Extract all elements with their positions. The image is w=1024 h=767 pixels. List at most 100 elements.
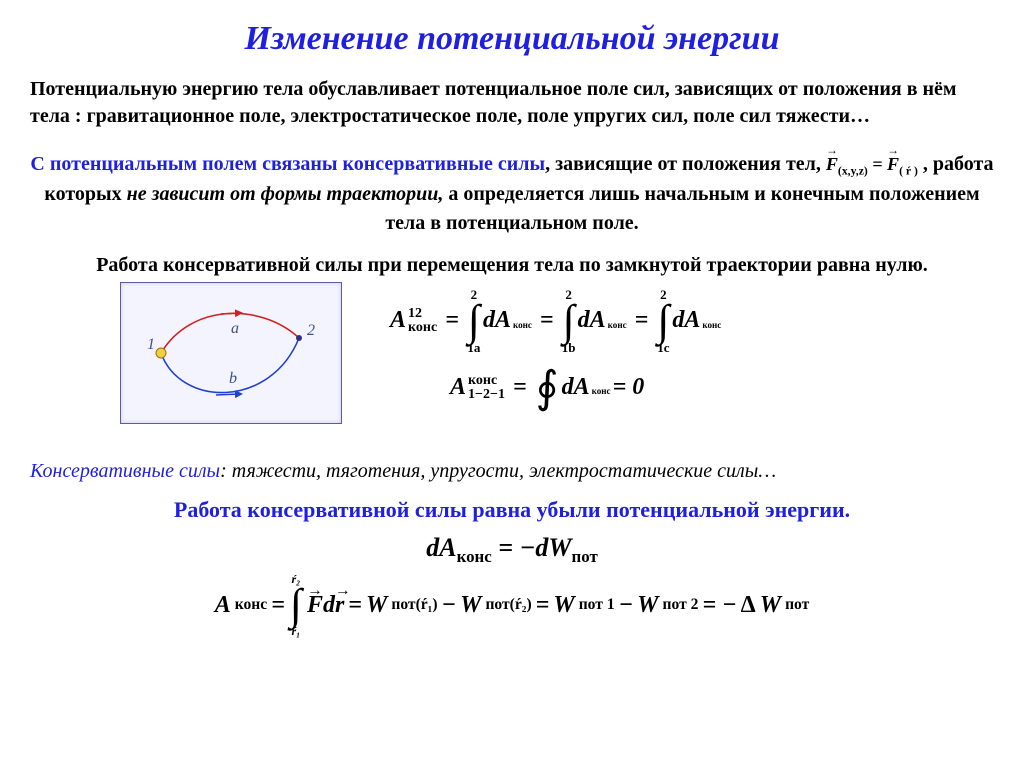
oint-dA-sub: конс — [592, 379, 611, 396]
W-delta-sub: пот — [785, 596, 809, 614]
delta: Δ — [741, 592, 756, 619]
para2-seg2: , зависящие от положения тел, — [545, 153, 826, 175]
slide: Изменение потенциальной энергии Потенциа… — [0, 0, 1024, 767]
sub-kons-12: конс — [408, 321, 437, 335]
eq-sign-4: = — [513, 374, 527, 401]
dA-1c-sub: конс — [702, 313, 721, 330]
sub-r: ( ŕ ) — [899, 164, 918, 177]
page-title: Изменение потенциальной энергии — [30, 20, 994, 58]
vec-F1: F — [826, 151, 838, 177]
int-1a-sym: ∫ — [467, 301, 481, 341]
W-1-sub: пот 1 — [579, 596, 615, 614]
path-b-arrow — [216, 394, 239, 395]
int-1a: 2 ∫ 1a — [467, 288, 481, 354]
work-equals-pe-loss: Работа консервативной силы равна убыли п… — [30, 497, 994, 523]
int-1c-bounds: 2 ∫ 1c — [656, 288, 670, 354]
W-delta: W — [760, 592, 781, 619]
eq-differential: dAконс = −dWпот — [30, 533, 994, 567]
int-final-low: ŕ₁ — [289, 625, 303, 637]
dA-1a-sub: конс — [513, 313, 532, 330]
W-r1: W — [366, 592, 387, 619]
A-loop-121: 1−2−1 — [468, 388, 505, 402]
int-1c-sym: ∫ — [656, 301, 670, 341]
int-final: ŕ₂ ∫ ŕ₁ — [289, 573, 303, 637]
label-2: 2 — [307, 322, 315, 339]
integral-equations: A 12 конс = 2 ∫ 1a dAконс = — [390, 282, 1020, 407]
figure-equation-row: 1 2 a b A 12 конс = 2 ∫ 1a — [30, 282, 994, 452]
dA-sub: конс — [457, 547, 492, 566]
dA-1a: dA — [483, 307, 511, 334]
eq-final-eq4: = − — [702, 592, 736, 619]
int-1c-lower: 1c — [656, 341, 670, 354]
point-2 — [296, 335, 302, 341]
eq-closed-loop: A конс 1−2−1 = ∮ dAконс = 0 — [450, 368, 1020, 408]
formula-F-xyz: F(x,y,z) = F( ŕ ) — [826, 154, 918, 174]
A-12-subscripts: 12 конс — [408, 307, 437, 335]
int-1a-bounds: 2 ∫ 1a — [467, 288, 481, 354]
dW: dW — [535, 533, 571, 562]
dA-1b-sub: конс — [608, 313, 627, 330]
para2-seg4: не зависит от формы траектории, — [127, 183, 444, 205]
eq-final-eq1: = — [271, 592, 285, 619]
A-12: A — [390, 307, 406, 334]
vec-F2: F — [887, 151, 899, 177]
oint-sym: ∮ — [535, 368, 560, 408]
int-1c: 2 ∫ 1c — [656, 288, 670, 354]
A-loop-kons: конс — [468, 374, 505, 388]
forces-rest: : тяжести, тяготения, упругости, электро… — [220, 460, 776, 482]
eq-sign-1: = — [445, 307, 459, 334]
closed-loop-statement: Работа консервативной силы при перемещен… — [30, 252, 994, 278]
eq-diff-eq: = − — [492, 533, 536, 562]
label-1: 1 — [147, 336, 155, 353]
conservative-forces-paragraph: С потенциальным полем связаны консервати… — [30, 150, 994, 238]
A-loop: A — [450, 374, 466, 401]
sup-12: 12 — [408, 307, 437, 321]
A-loop-subs: конс 1−2−1 — [468, 374, 505, 402]
W-r2: W — [460, 592, 481, 619]
label-a: a — [231, 320, 239, 337]
dA-1b: dA — [578, 307, 606, 334]
int-1b-bounds: 2 ∫ 1b — [562, 288, 576, 354]
para2-blue-lead: С потенциальным полем связаны консервати… — [30, 153, 545, 175]
forces-lead: Консервативные силы — [30, 460, 220, 482]
eq-final-eq3: = — [536, 592, 550, 619]
minus-2: − — [619, 592, 634, 619]
minus-1: − — [442, 592, 457, 619]
intro-paragraph: Потенциальную энергию тела обуславливает… — [30, 76, 994, 130]
int-final-sym: ∫ — [289, 585, 303, 625]
W-2: W — [637, 592, 658, 619]
W-1: W — [553, 592, 574, 619]
eq-final-work: Aконс = ŕ₂ ∫ ŕ₁ Fdr = Wпот(ŕ₁) − Wпот… — [30, 573, 994, 637]
eq-sign-2: = — [540, 307, 554, 334]
A-final-sub: конс — [235, 596, 267, 614]
oint-rhs: = 0 — [613, 374, 645, 401]
oint-dA: dA — [562, 374, 590, 401]
para2-seg5: а определяется лишь начальным и конечным… — [385, 183, 979, 234]
W-r2-sub: пот(ŕ₂) — [485, 596, 531, 614]
integrand: Fdr — [307, 592, 344, 619]
path-a — [161, 314, 299, 354]
int-1b-lower: 1b — [562, 341, 576, 354]
A-final: A — [215, 592, 231, 619]
vec-r-final: r — [335, 592, 344, 619]
W-2-sub: пот 2 — [663, 596, 699, 614]
int-1b: 2 ∫ 1b — [562, 288, 576, 354]
path-a-arrow — [221, 313, 239, 314]
point-1 — [156, 348, 166, 358]
path-diagram: 1 2 a b — [120, 282, 342, 424]
int-1a-lower: 1a — [467, 341, 481, 354]
d-final: d — [323, 592, 335, 618]
dA-1c: dA — [672, 307, 700, 334]
dW-sub: пот — [571, 547, 597, 566]
eq-sign-3: = — [635, 307, 649, 334]
vec-F-final: F — [307, 592, 323, 619]
int-final-bounds: ŕ₂ ∫ ŕ₁ — [289, 573, 303, 637]
sub-xyz: (x,y,z) — [838, 164, 868, 177]
conservative-forces-list: Консервативные силы: тяжести, тяготения,… — [30, 460, 994, 483]
W-r1-sub: пот(ŕ₁) — [391, 596, 437, 614]
path-diagram-svg: 1 2 a b — [121, 283, 341, 423]
dA: dA — [426, 533, 456, 562]
eq-path-integrals: A 12 конс = 2 ∫ 1a dAконс = — [390, 288, 1020, 354]
label-b: b — [229, 370, 237, 387]
int-1b-sym: ∫ — [562, 301, 576, 341]
